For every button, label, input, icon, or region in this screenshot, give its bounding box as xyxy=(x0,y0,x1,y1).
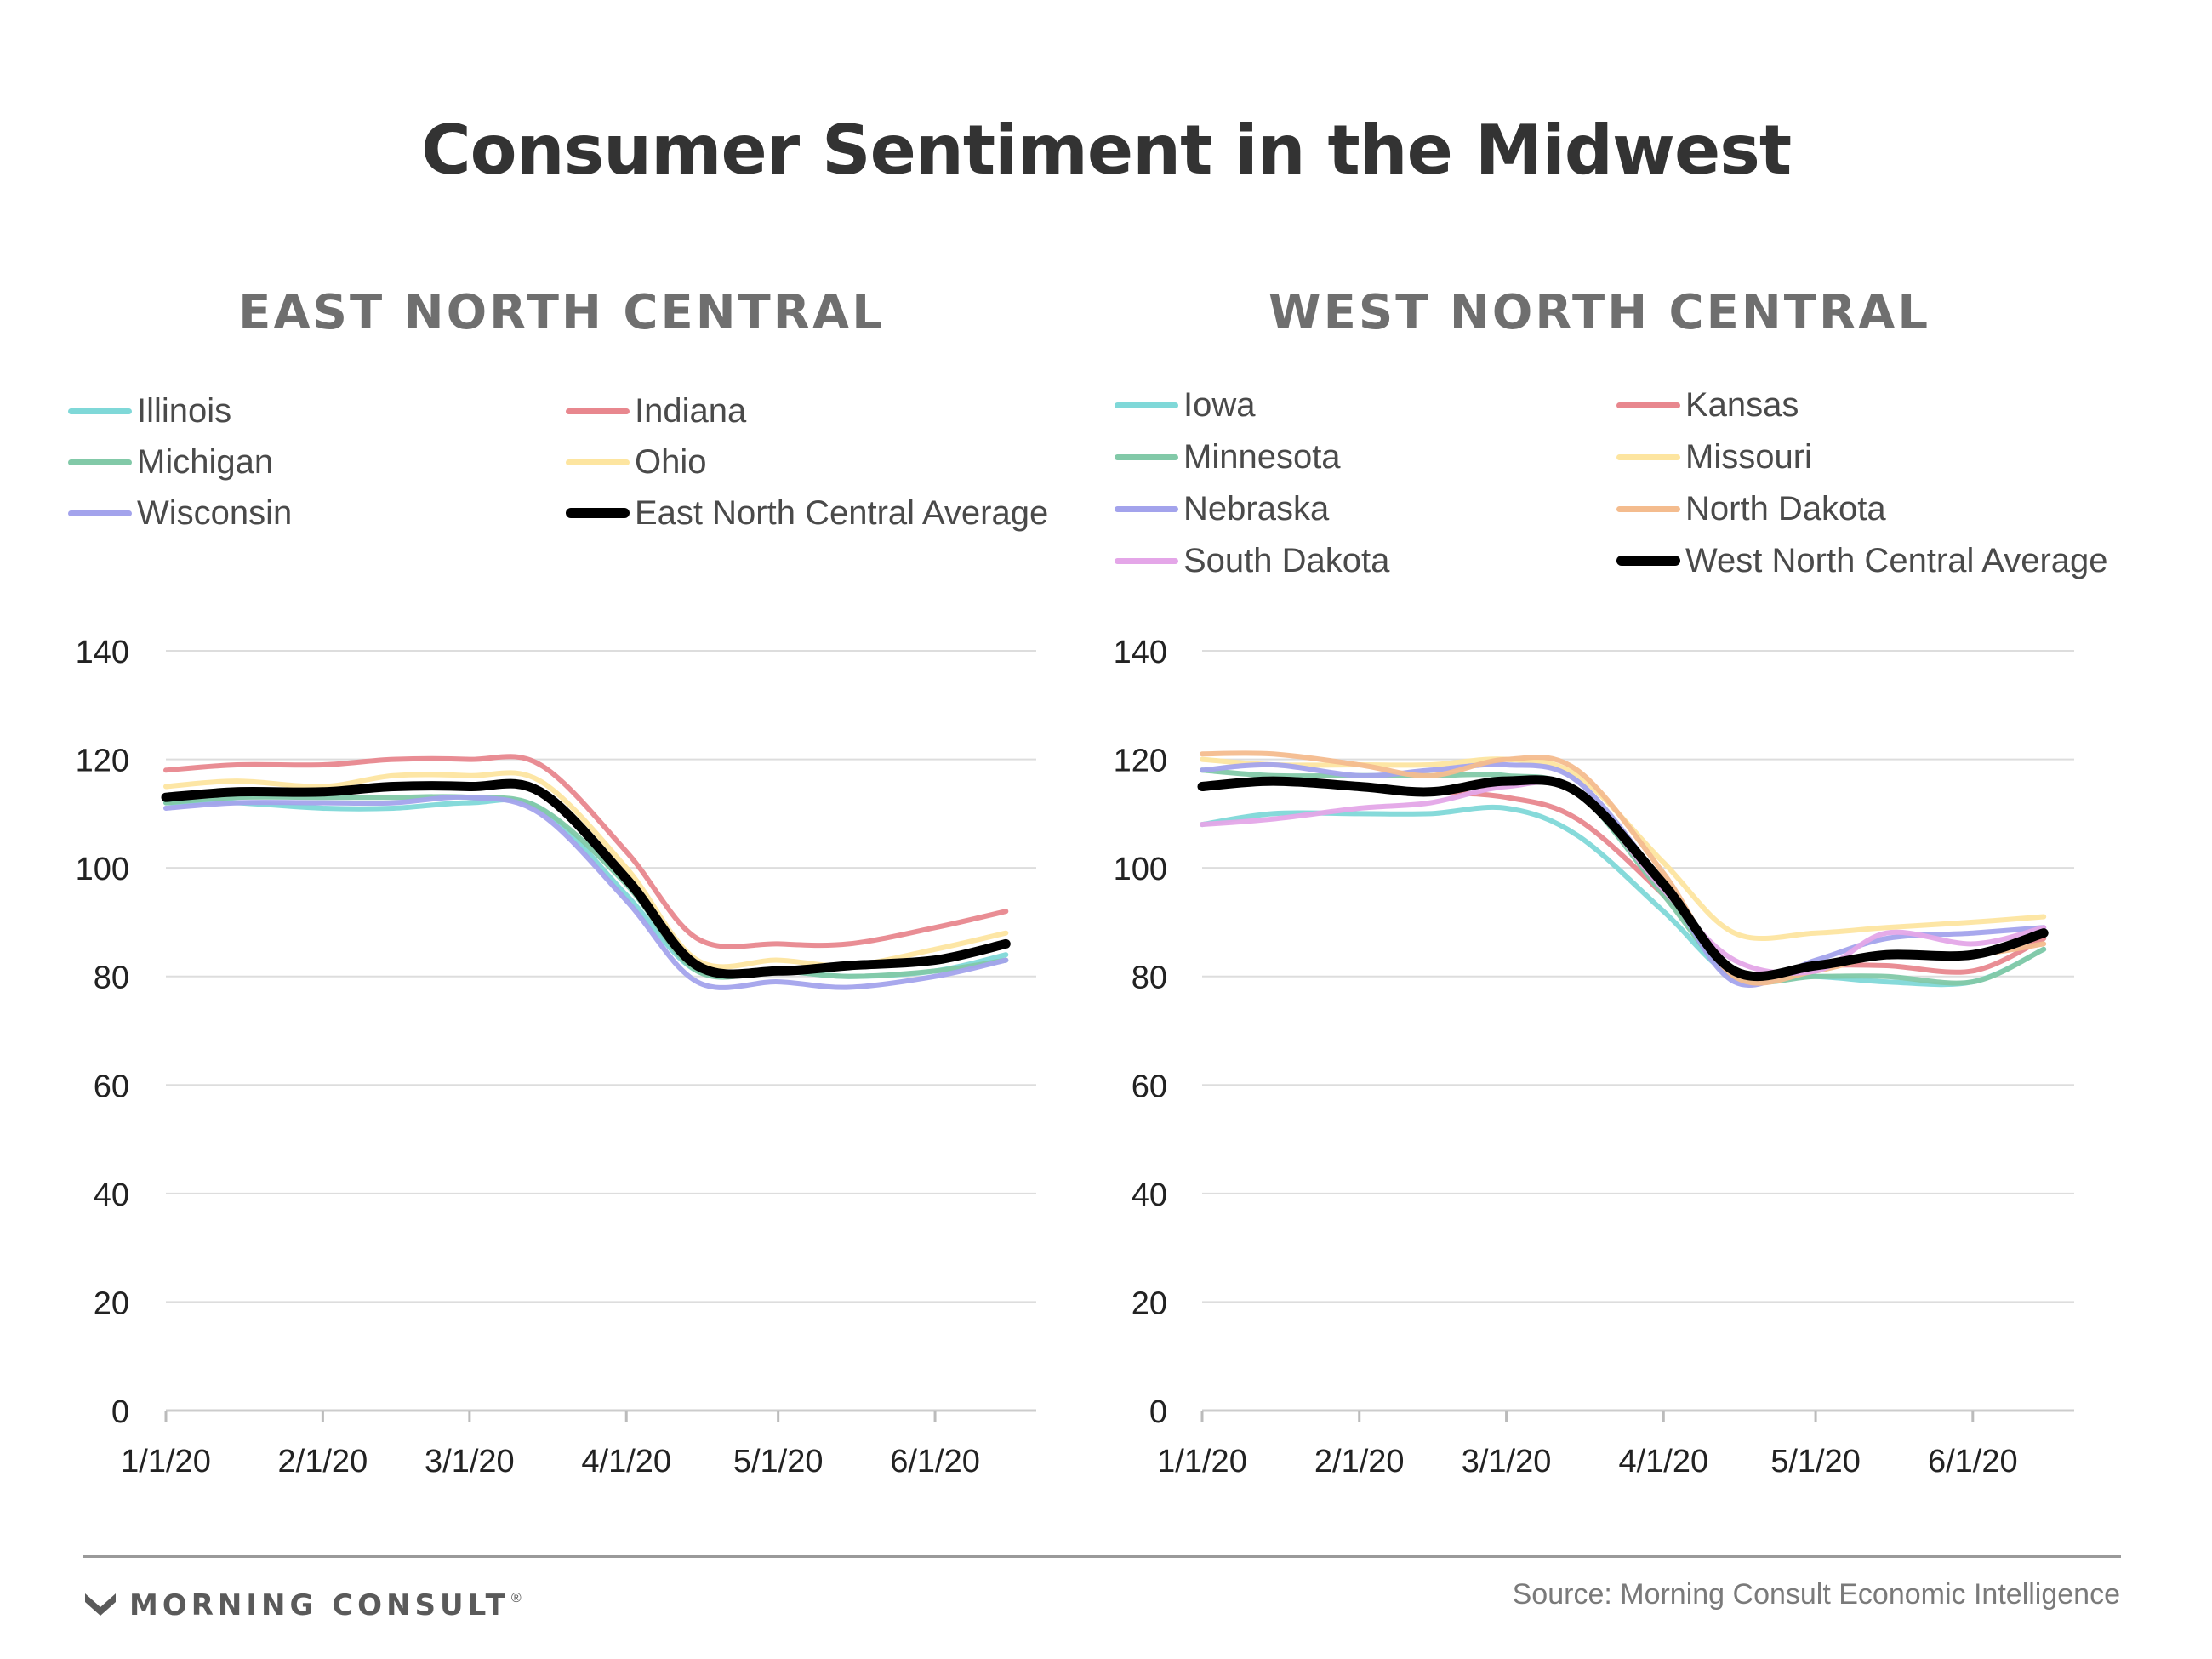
x-tick-label: 5/1/20 xyxy=(1770,1444,1861,1479)
legend-item-east-north-central-average: East North Central Average xyxy=(566,489,1048,537)
legend-label: Iowa xyxy=(1183,385,1256,424)
legend-label: Kansas xyxy=(1685,385,1799,424)
legend-swatch xyxy=(566,508,630,518)
legend-label: Minnesota xyxy=(1183,437,1341,476)
y-tick-label: 60 xyxy=(94,1069,129,1104)
series-line-wisconsin xyxy=(163,794,1009,990)
y-tick-label: 100 xyxy=(76,852,129,887)
x-tick-label: 4/1/20 xyxy=(581,1444,671,1479)
legend-item-south-dakota: South Dakota xyxy=(1115,537,1389,584)
x-tick-label: 5/1/20 xyxy=(733,1444,824,1479)
y-tick-label: 20 xyxy=(1132,1286,1167,1321)
legend-item-minnesota: Minnesota xyxy=(1115,433,1341,481)
legend-swatch xyxy=(1616,453,1680,460)
x-tick-label: 3/1/20 xyxy=(425,1444,515,1479)
series-line-east-north-central-average xyxy=(161,778,1011,979)
series-line-west-north-central-average xyxy=(1197,775,2049,982)
legend-item-wisconsin: Wisconsin xyxy=(68,489,292,537)
chart-west-north-central: 0 20 40 60 80 100 120 140 1/1/20 2/1/20 3/1/20 4/1/… xyxy=(1114,635,2074,1479)
legend-label: West North Central Average xyxy=(1685,541,2108,579)
legend-label: Michigan xyxy=(137,442,274,481)
series-line-indiana xyxy=(163,754,1009,949)
legend-item-ohio: Ohio xyxy=(566,438,707,486)
y-tick-label: 80 xyxy=(94,961,129,996)
legend-swatch xyxy=(1115,453,1178,460)
y-tick-label: 100 xyxy=(1114,852,1167,887)
y-tick-label: 0 xyxy=(1149,1394,1167,1430)
x-tick-label: 1/1/20 xyxy=(1157,1444,1247,1479)
legend-item-illinois: Illinois xyxy=(68,387,231,435)
legend-swatch xyxy=(68,408,132,414)
y-tick-label: 60 xyxy=(1132,1069,1167,1104)
legend-swatch xyxy=(1115,505,1178,512)
east-panel-title: EAST NORTH CENTRAL xyxy=(238,285,885,340)
chart-east-north-central: 0 20 40 60 80 100 120 140 1/1/20 2/1/20 3/1/20 4/1/… xyxy=(76,635,1036,1479)
registered-mark-icon: ® xyxy=(510,1591,522,1605)
y-tick-label: 120 xyxy=(76,744,129,779)
y-tick-label: 120 xyxy=(1114,744,1167,779)
x-tick-label: 2/1/20 xyxy=(1314,1444,1405,1479)
x-tick-label: 2/1/20 xyxy=(278,1444,368,1479)
legend-swatch xyxy=(68,459,132,465)
logo-text: MORNING CONSULT xyxy=(129,1588,510,1622)
legend-label: South Dakota xyxy=(1183,541,1390,579)
x-tick-label: 6/1/20 xyxy=(890,1444,980,1479)
legend-label: Missouri xyxy=(1685,437,1812,476)
legend-swatch xyxy=(1616,402,1680,408)
legend-swatch xyxy=(566,459,630,465)
y-tick-label: 0 xyxy=(111,1394,129,1430)
y-tick-label: 140 xyxy=(76,635,129,670)
legend-swatch xyxy=(1616,505,1680,512)
footer-divider xyxy=(83,1555,2121,1558)
series-line-south-dakota xyxy=(1200,779,2047,976)
legend-label: Wisconsin xyxy=(137,493,293,532)
legend-item-iowa: Iowa xyxy=(1115,381,1256,429)
legend-item-missouri: Missouri xyxy=(1616,433,1812,481)
legend-item-kansas: Kansas xyxy=(1616,381,1799,429)
x-tick-label: 4/1/20 xyxy=(1618,1444,1708,1479)
legend-item-north-dakota: North Dakota xyxy=(1616,485,1886,533)
legend-swatch xyxy=(566,408,630,414)
legend-item-indiana: Indiana xyxy=(566,387,746,435)
legend-label: East North Central Average xyxy=(635,493,1049,532)
legend-label: Ohio xyxy=(635,442,707,481)
source-note: Source: Morning Consult Economic Intelli… xyxy=(1512,1578,2120,1611)
series-line-michigan xyxy=(163,794,1009,980)
y-tick-label: 20 xyxy=(94,1286,129,1321)
legend-swatch xyxy=(1616,556,1680,566)
y-tick-label: 80 xyxy=(1132,961,1167,996)
legend-item-west-north-central-average: West North Central Average xyxy=(1616,537,2108,584)
series-line-iowa xyxy=(1200,804,2047,988)
chevron-logo-icon xyxy=(85,1593,116,1616)
morning-consult-logo: MORNING CONSULT ® xyxy=(83,1584,522,1627)
y-tick-label: 40 xyxy=(1132,1177,1167,1213)
legend-item-michigan: Michigan xyxy=(68,438,273,486)
x-tick-label: 3/1/20 xyxy=(1462,1444,1552,1479)
page-title: Consumer Sentiment in the Midwest xyxy=(420,111,1792,190)
legend-label: Nebraska xyxy=(1183,489,1330,527)
legend-swatch xyxy=(1115,402,1178,408)
y-tick-label: 40 xyxy=(94,1177,129,1213)
legend-swatch xyxy=(68,510,132,516)
west-panel-title: WEST NORTH CENTRAL xyxy=(1268,285,1931,340)
legend-label: North Dakota xyxy=(1685,489,1886,527)
legend-label: Indiana xyxy=(635,391,747,430)
legend-item-nebraska: Nebraska xyxy=(1115,485,1329,533)
legend-swatch xyxy=(1115,557,1178,564)
y-tick-label: 140 xyxy=(1114,635,1167,670)
legend-label: Illinois xyxy=(137,391,232,430)
x-tick-label: 6/1/20 xyxy=(1928,1444,2018,1479)
x-tick-label: 1/1/20 xyxy=(121,1444,211,1479)
